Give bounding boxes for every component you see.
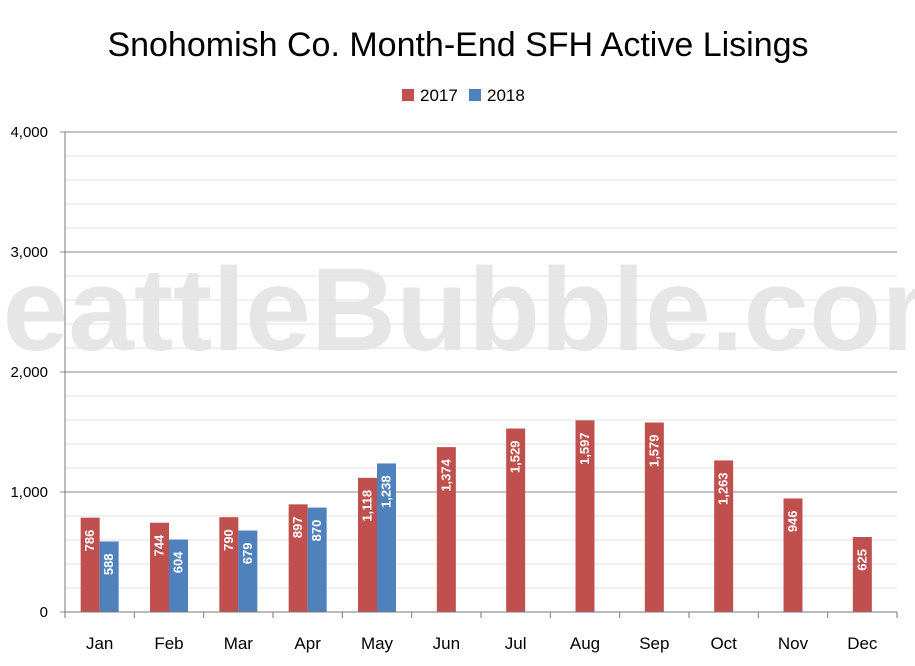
legend-label-2018: 2018 (487, 86, 525, 105)
y-tick-label: 0 (40, 604, 48, 621)
legend-swatch-2017 (402, 89, 414, 101)
data-label: 604 (171, 551, 186, 573)
data-label: 1,529 (508, 441, 523, 474)
data-label: 1,374 (438, 458, 453, 491)
x-tick-label: Feb (154, 634, 183, 653)
data-label: 1,579 (646, 435, 661, 468)
x-tick-label: Apr (294, 634, 321, 653)
bar-2017 (150, 522, 169, 612)
legend-swatch-2018 (469, 89, 481, 101)
data-label: 1,238 (379, 475, 394, 508)
bar-2017 (288, 504, 308, 612)
watermark: SeattleBubble.com (0, 244, 915, 376)
data-label: 588 (101, 553, 116, 575)
data-label: 1,263 (716, 472, 731, 505)
x-tick-label: Jan (86, 634, 113, 653)
data-label: 786 (82, 530, 97, 552)
y-tick-label: 3,000 (10, 244, 48, 261)
bar-2017 (358, 477, 377, 612)
bar-2018 (169, 539, 188, 612)
bar-2017 (852, 537, 872, 612)
bars: 786 588 744 604 790 679 897 870 1,118 1,238 1,374 1… (80, 420, 872, 612)
bar-2018 (307, 507, 327, 612)
y-tick-label: 1,000 (10, 484, 48, 501)
data-label: 625 (854, 549, 869, 571)
bar-2017 (783, 498, 803, 612)
bar-2017 (575, 420, 595, 612)
axes: 0 1,000 2,000 3,000 4,000 Jan Feb Mar Apr May Jun J… (10, 124, 898, 653)
x-tick-label: Mar (224, 634, 254, 653)
legend: 2017 2018 (402, 86, 525, 105)
legend-label-2017: 2017 (420, 86, 458, 105)
data-label: 1,118 (360, 490, 375, 522)
bar-2017 (714, 460, 734, 612)
x-tick-label: Oct (710, 634, 737, 653)
data-label: 1,597 (577, 432, 592, 465)
bar-2017 (80, 517, 100, 612)
x-tick-label: Aug (570, 634, 600, 653)
data-label: 897 (290, 516, 305, 538)
data-label: 679 (240, 543, 255, 565)
bar-2018 (99, 541, 119, 612)
x-tick-label: May (361, 634, 394, 653)
x-tick-label: Sep (639, 634, 669, 653)
data-label: 946 (785, 510, 800, 532)
data-label: 744 (152, 534, 167, 556)
data-label: 870 (309, 520, 324, 542)
bar-2017 (436, 447, 456, 612)
x-tick-label: Jul (505, 634, 527, 653)
chart-title: Snohomish Co. Month-End SFH Active Lisin… (107, 26, 808, 64)
bar-2018 (377, 463, 396, 612)
bar-2017 (219, 517, 239, 612)
x-tick-label: Nov (778, 634, 809, 653)
y-tick-label: 4,000 (10, 124, 48, 141)
x-tick-label: Jun (433, 634, 460, 653)
bar-2017 (506, 428, 526, 612)
x-tick-label: Dec (847, 634, 878, 653)
bar-2018 (238, 530, 258, 612)
bar-2017 (644, 422, 664, 612)
data-label: 790 (221, 529, 236, 551)
y-tick-label: 2,000 (10, 364, 48, 381)
